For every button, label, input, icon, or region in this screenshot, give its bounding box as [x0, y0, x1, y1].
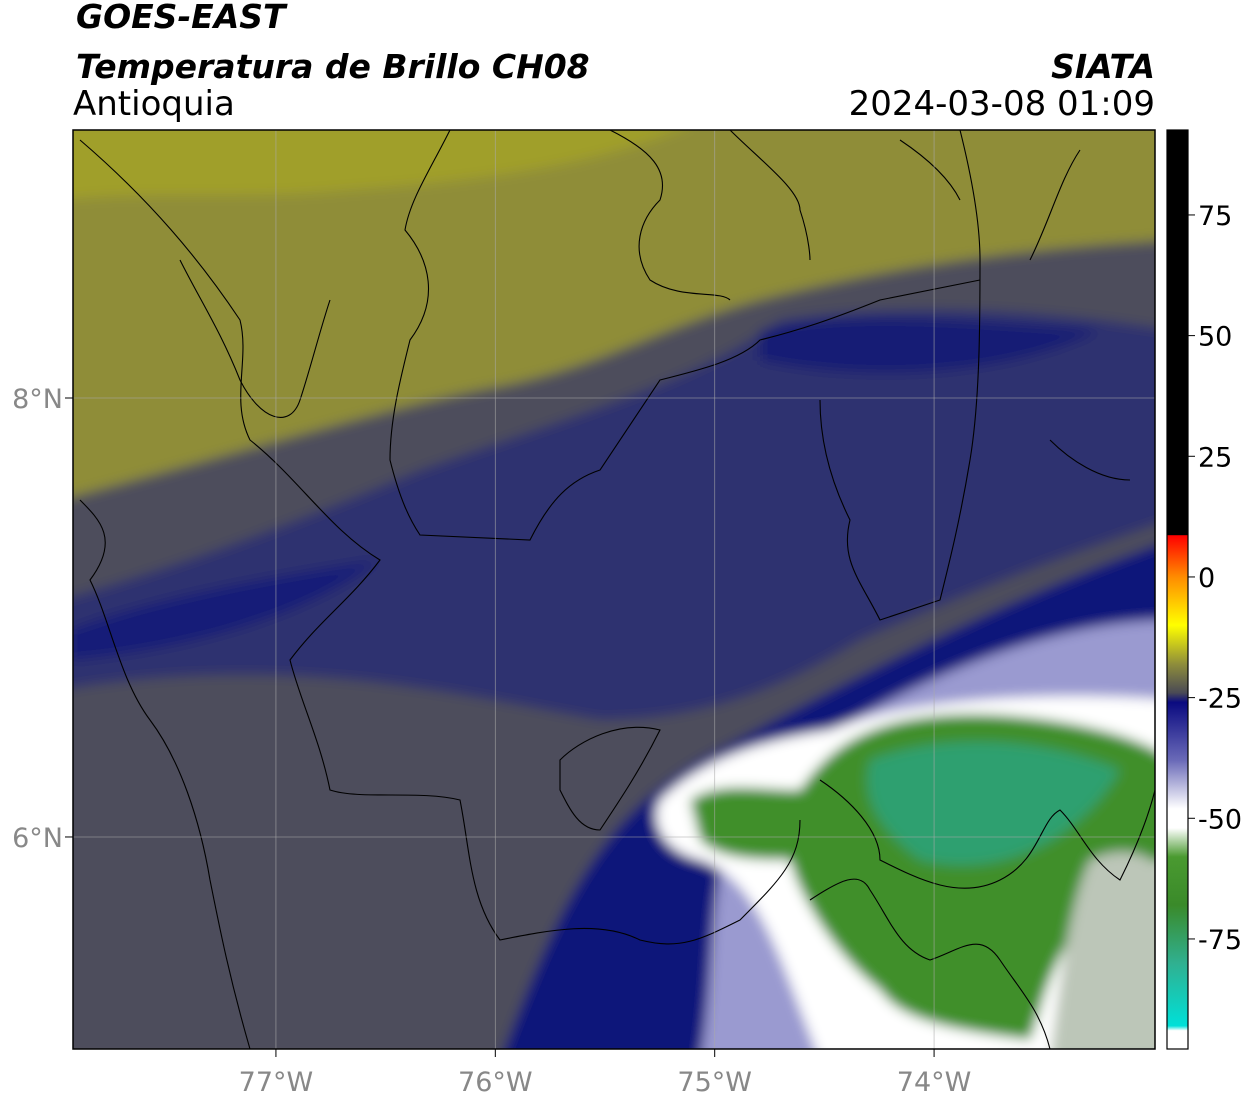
datetime: 2024-03-08 01:09 [849, 84, 1155, 124]
region: Antioquia [73, 84, 235, 124]
colorbar-tick-label: 75 [1198, 201, 1232, 232]
map-frame [72, 129, 1156, 1050]
colorbar-tick-label: 0 [1198, 563, 1215, 594]
colorbar-tick-label: 25 [1198, 442, 1232, 473]
x-tick-label: 76°W [458, 1067, 533, 1098]
y-tick-label: 6°N [12, 823, 63, 854]
satellite-image [73, 130, 1155, 1049]
colorbar [1166, 129, 1189, 1050]
colorbar-tick-label: 50 [1198, 322, 1232, 353]
title: GOES-EAST [76, 0, 288, 36]
x-tick-label: 74°W [897, 1067, 972, 1098]
colorbar-tick-label: -75 [1198, 925, 1242, 956]
colorbar-tick-label: -25 [1198, 684, 1242, 715]
colorbar-tick-label: -50 [1198, 804, 1242, 835]
source: SIATA [1051, 47, 1155, 86]
subtitle: Temperatura de Brillo CH08 [76, 47, 590, 86]
x-tick-label: 75°W [677, 1067, 752, 1098]
x-tick-label: 77°W [239, 1067, 314, 1098]
y-tick-label: 8°N [12, 384, 63, 415]
graticule [73, 130, 1155, 1049]
